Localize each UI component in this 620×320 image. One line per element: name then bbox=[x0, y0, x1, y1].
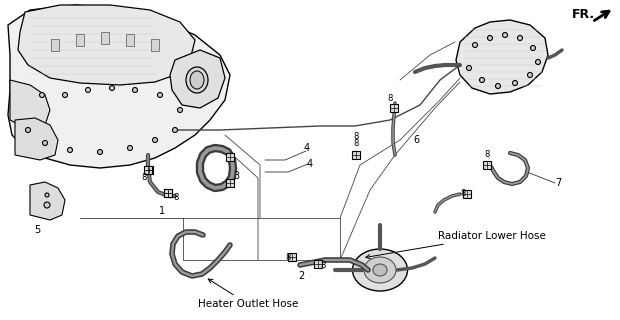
Bar bbox=[226, 179, 234, 187]
Text: 8: 8 bbox=[320, 261, 326, 270]
Text: 1: 1 bbox=[159, 206, 165, 216]
Bar bbox=[164, 189, 172, 197]
Polygon shape bbox=[10, 80, 50, 130]
Ellipse shape bbox=[110, 85, 115, 91]
Bar bbox=[483, 161, 491, 169]
Polygon shape bbox=[456, 20, 548, 94]
Ellipse shape bbox=[63, 92, 68, 98]
Text: 2: 2 bbox=[298, 271, 304, 281]
Text: 8: 8 bbox=[286, 252, 291, 261]
Text: 8: 8 bbox=[353, 132, 359, 141]
Ellipse shape bbox=[518, 36, 523, 41]
Text: 8: 8 bbox=[461, 189, 466, 198]
Ellipse shape bbox=[86, 87, 91, 92]
Bar bbox=[101, 32, 109, 44]
Ellipse shape bbox=[43, 140, 48, 146]
Ellipse shape bbox=[487, 36, 492, 41]
Ellipse shape bbox=[40, 92, 45, 98]
Text: 8: 8 bbox=[141, 173, 147, 182]
Ellipse shape bbox=[177, 108, 182, 113]
Bar bbox=[226, 153, 234, 161]
Ellipse shape bbox=[502, 33, 508, 37]
Text: 8: 8 bbox=[173, 193, 179, 202]
Polygon shape bbox=[8, 5, 230, 168]
Bar bbox=[352, 151, 360, 159]
Text: 8: 8 bbox=[484, 150, 490, 159]
Bar bbox=[126, 34, 134, 46]
Text: 3: 3 bbox=[233, 171, 239, 181]
Text: Radiator Lower Hose: Radiator Lower Hose bbox=[366, 231, 546, 259]
Ellipse shape bbox=[495, 84, 500, 89]
Text: 5: 5 bbox=[34, 225, 40, 235]
Polygon shape bbox=[170, 50, 225, 108]
Bar bbox=[390, 104, 398, 112]
Ellipse shape bbox=[479, 77, 484, 83]
Ellipse shape bbox=[466, 66, 471, 70]
Ellipse shape bbox=[128, 146, 133, 150]
Ellipse shape bbox=[97, 149, 102, 155]
Ellipse shape bbox=[153, 138, 157, 142]
Ellipse shape bbox=[513, 81, 518, 85]
Ellipse shape bbox=[190, 71, 204, 89]
Ellipse shape bbox=[68, 148, 73, 153]
Bar bbox=[145, 166, 153, 174]
Ellipse shape bbox=[364, 257, 396, 283]
Ellipse shape bbox=[528, 73, 533, 77]
Text: Heater Outlet Hose: Heater Outlet Hose bbox=[198, 279, 298, 309]
Polygon shape bbox=[18, 5, 195, 85]
Polygon shape bbox=[30, 182, 65, 220]
Bar bbox=[164, 189, 172, 197]
Text: 4: 4 bbox=[307, 159, 313, 169]
Ellipse shape bbox=[45, 193, 49, 197]
Text: 4: 4 bbox=[304, 143, 310, 153]
Text: 6: 6 bbox=[413, 135, 419, 145]
Bar bbox=[463, 190, 471, 198]
Bar bbox=[151, 39, 159, 51]
Ellipse shape bbox=[472, 43, 477, 47]
Ellipse shape bbox=[186, 67, 208, 93]
Ellipse shape bbox=[373, 264, 387, 276]
Ellipse shape bbox=[44, 202, 50, 208]
Polygon shape bbox=[15, 118, 58, 160]
Ellipse shape bbox=[536, 60, 541, 65]
Ellipse shape bbox=[25, 127, 30, 132]
Bar bbox=[288, 253, 296, 261]
Ellipse shape bbox=[353, 249, 407, 291]
Ellipse shape bbox=[172, 127, 177, 132]
Bar bbox=[314, 260, 322, 268]
Text: FR.: FR. bbox=[572, 7, 595, 20]
Ellipse shape bbox=[133, 87, 138, 92]
Ellipse shape bbox=[157, 92, 162, 98]
Bar bbox=[51, 39, 59, 51]
Text: 8: 8 bbox=[388, 94, 393, 103]
Bar bbox=[144, 166, 152, 174]
Ellipse shape bbox=[531, 45, 536, 51]
Bar bbox=[76, 34, 84, 46]
Text: 7: 7 bbox=[555, 178, 561, 188]
Text: 8: 8 bbox=[353, 139, 359, 148]
